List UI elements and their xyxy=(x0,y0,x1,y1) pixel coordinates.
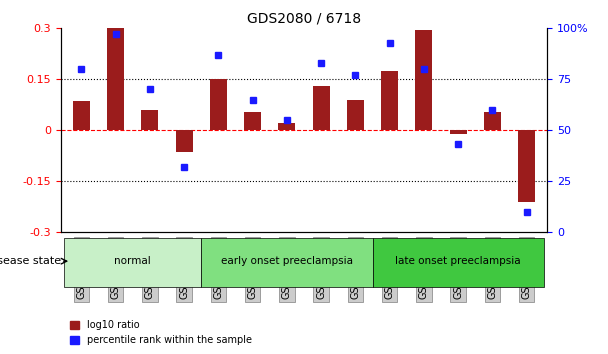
Bar xyxy=(347,99,364,130)
Bar xyxy=(313,86,330,130)
Text: normal: normal xyxy=(114,256,151,266)
Bar xyxy=(210,79,227,130)
FancyBboxPatch shape xyxy=(201,238,373,287)
Title: GDS2080 / 6718: GDS2080 / 6718 xyxy=(247,12,361,26)
Bar xyxy=(381,71,398,130)
Bar xyxy=(73,101,90,130)
Bar xyxy=(484,112,501,130)
Text: late onset preeclampsia: late onset preeclampsia xyxy=(395,256,521,266)
Bar xyxy=(176,130,193,152)
Legend: log10 ratio, percentile rank within the sample: log10 ratio, percentile rank within the … xyxy=(66,316,256,349)
Bar xyxy=(141,110,159,130)
Bar xyxy=(518,130,535,201)
Text: disease state: disease state xyxy=(0,256,61,266)
Bar xyxy=(449,130,467,133)
FancyBboxPatch shape xyxy=(64,238,201,287)
Text: early onset preeclampsia: early onset preeclampsia xyxy=(221,256,353,266)
Bar xyxy=(107,28,124,130)
Bar xyxy=(244,112,261,130)
Bar xyxy=(278,124,295,130)
FancyBboxPatch shape xyxy=(373,238,544,287)
Bar xyxy=(415,30,432,130)
